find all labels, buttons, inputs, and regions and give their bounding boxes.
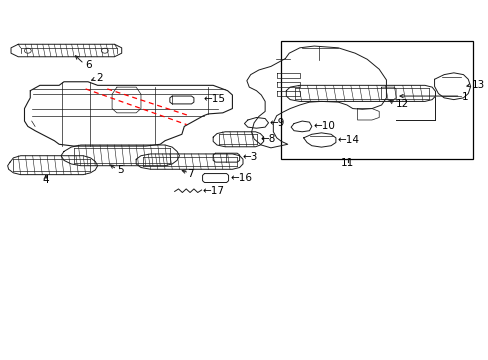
Text: 6: 6 — [85, 60, 92, 70]
Bar — [280, 41, 472, 158]
Text: ←3: ←3 — [242, 153, 257, 162]
Text: ←9: ←9 — [269, 118, 285, 128]
Text: 7: 7 — [186, 168, 193, 179]
Text: ←10: ←10 — [313, 121, 334, 131]
Text: ←14: ←14 — [337, 135, 359, 145]
Text: 2: 2 — [97, 73, 103, 83]
Text: 13: 13 — [471, 80, 485, 90]
Text: 5: 5 — [117, 165, 124, 175]
Text: ←8: ←8 — [260, 134, 275, 144]
Text: ←17: ←17 — [202, 186, 224, 196]
Text: 11: 11 — [341, 158, 354, 168]
Text: 1: 1 — [461, 92, 467, 102]
Text: ←15: ←15 — [203, 94, 225, 104]
Text: ←16: ←16 — [230, 173, 252, 183]
Text: 12: 12 — [395, 99, 408, 109]
Text: 4: 4 — [42, 175, 49, 185]
